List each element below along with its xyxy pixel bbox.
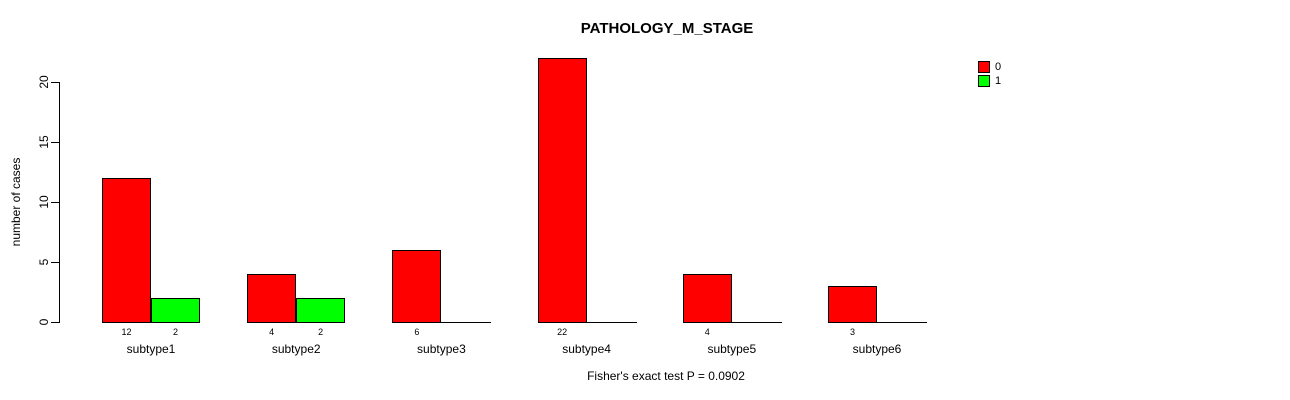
bar-zero-line bbox=[441, 322, 492, 323]
y-tick-label: 15 bbox=[37, 135, 51, 149]
legend-swatch-0 bbox=[978, 61, 990, 73]
category-label: subtype4 bbox=[562, 342, 611, 356]
legend-label: 0 bbox=[995, 61, 1002, 73]
chart-title: PATHOLOGY_M_STAGE bbox=[580, 20, 754, 37]
bar-zero-line bbox=[586, 322, 637, 323]
bar-value-label: 3 bbox=[849, 327, 856, 337]
y-tick bbox=[51, 262, 59, 263]
bar-series-0 bbox=[247, 274, 297, 323]
category-label: subtype6 bbox=[852, 342, 902, 356]
legend-swatch-1 bbox=[978, 75, 990, 87]
bar-value-label: 4 bbox=[704, 327, 710, 337]
bar-value-label: 2 bbox=[172, 327, 179, 337]
bar-value-label: 12 bbox=[121, 327, 132, 337]
bar-series-0 bbox=[392, 250, 442, 323]
bar-series-1 bbox=[151, 298, 200, 323]
y-tick bbox=[51, 82, 59, 83]
bar-value-label: 2 bbox=[318, 327, 324, 337]
y-tick-label: 5 bbox=[37, 258, 51, 266]
category-label: subtype1 bbox=[126, 342, 176, 356]
y-axis-line bbox=[59, 82, 60, 323]
bar-value-label: 4 bbox=[269, 327, 275, 337]
bar-value-label: 6 bbox=[414, 327, 420, 337]
bar-series-1 bbox=[296, 298, 346, 323]
bar-series-0 bbox=[102, 178, 151, 323]
bar-series-0 bbox=[537, 58, 587, 323]
category-label: subtype2 bbox=[271, 342, 321, 356]
y-tick bbox=[51, 142, 59, 143]
bar-series-0 bbox=[828, 286, 877, 323]
y-tick-label: 10 bbox=[37, 195, 51, 209]
y-axis-title: number of cases bbox=[9, 157, 23, 247]
y-tick-label: 20 bbox=[37, 75, 51, 89]
y-tick bbox=[51, 202, 59, 203]
y-tick bbox=[51, 322, 59, 323]
bar-value-label: 22 bbox=[557, 327, 568, 337]
y-tick-label: 0 bbox=[37, 318, 51, 326]
legend-label: 1 bbox=[995, 75, 1002, 87]
category-label: subtype3 bbox=[417, 342, 466, 356]
category-label: subtype5 bbox=[707, 342, 757, 356]
bar-series-0 bbox=[682, 274, 732, 323]
bar-zero-line bbox=[731, 322, 782, 323]
bar-zero-line bbox=[877, 322, 927, 323]
annotation-fisher-test: Fisher's exact test P = 0.0902 bbox=[587, 369, 745, 383]
